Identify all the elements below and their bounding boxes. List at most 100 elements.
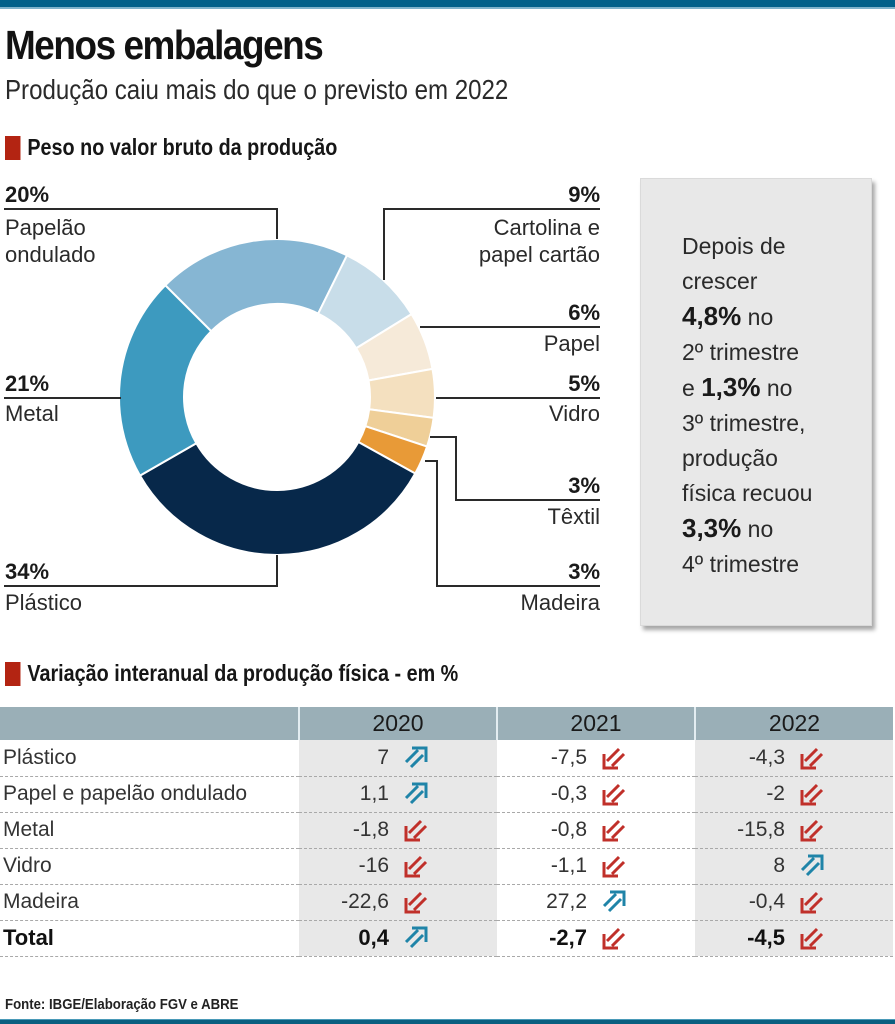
bottom-bar [0,1019,895,1024]
slice-pct-label: 34% [5,559,50,584]
value-number: -16 [358,854,389,877]
value-number: -1,8 [352,818,389,841]
value-cell: 1,1 [299,776,497,813]
value-number: 0,4 [358,925,389,950]
value-number: 1,1 [359,782,389,805]
section-marker [5,661,21,686]
callout-line-text: 4º trimestre [682,551,800,577]
trend-up-arrow-icon [403,781,429,807]
callout-highlight: 1,3% [701,372,761,402]
value-cell: -2 [695,776,893,813]
table-row: Madeira -22,6 27,2 -0,4 [0,884,893,921]
trend-down-arrow-icon [601,925,627,951]
trend-down-arrow-icon [799,781,825,807]
leader-line-textil [430,436,600,501]
callout-line-text: produção [682,445,778,471]
leader-line-cartolina [383,208,600,280]
slice-name-label: Vidro [549,401,600,426]
slice-pct-label: 21% [5,371,50,396]
slice-name-label: Cartolina e papel cartão [478,215,600,267]
donut-slices [118,238,436,556]
callout-highlight: 3,3% [682,513,742,543]
value-cell: 7 [299,740,497,777]
value-number: -1,1 [550,854,587,877]
callout-line: 3,3% no [682,511,812,547]
value-cell: -22,6 [299,884,497,921]
value-cell: 8 [695,848,893,885]
value-cell: -1,8 [299,812,497,849]
trend-down-arrow-icon [601,817,627,843]
donut-slice-plastico [138,440,417,556]
callout-line-text: Depois de [682,233,786,259]
callout-line: 2º trimestre [682,335,812,370]
table-header-row: 2020 2021 2022 [0,707,893,740]
variation-table: 2020 2021 2022 Plástico 7 -7,5 -4,3 Papel e … [0,707,893,957]
leader-line-plastico [4,555,278,587]
trend-down-arrow-icon [799,925,825,951]
value-number: -0,8 [550,818,587,841]
slice-pct-label: 3% [568,559,600,584]
callout-text: Depois de crescer 4,8% no 2º trimestre e 1,3… [682,229,812,582]
value-cell: -16 [299,848,497,885]
value-number: -7,5 [550,745,587,769]
value-number: -0,3 [550,782,587,805]
value-number: 8 [773,854,785,877]
leader-line-papelao [4,208,278,239]
page-subtitle: Produção caiu mais do que o previsto em … [5,74,509,105]
value-cell: -4,5 [695,920,893,957]
trend-up-arrow-icon [403,925,429,951]
table-section-title: Variação interanual da produção física -… [27,660,459,686]
slice-pct-label: 20% [5,182,50,207]
table-section-heading: Variação interanual da produção física -… [5,660,458,687]
value-cell: 0,4 [299,920,497,957]
callout-line: crescer [682,264,812,299]
value-cell: -2,7 [497,920,695,957]
callout-line-text: 2º trimestre [682,339,800,365]
row-label: Plástico [0,740,299,777]
callout-prefix: e [682,375,702,401]
value-number: 27,2 [546,890,587,913]
trend-down-arrow-icon [601,781,627,807]
donut-section-title: Peso no valor bruto da produção [27,134,338,160]
callout-line: Depois de [682,229,812,264]
callout-line-text: no [760,375,793,401]
callout-line-text: física recuou [682,480,813,506]
callout-line: produção [682,441,812,476]
column-header: 2021 [496,707,695,740]
row-label: Metal [0,812,299,849]
donut-section-heading: Peso no valor bruto da produção [5,134,337,161]
trend-down-arrow-icon [403,889,429,915]
donut-slice-metal [118,283,213,478]
row-label: Vidro [0,848,299,885]
callout-line: 3º trimestre, [682,406,812,441]
callout-line: 4,8% no [682,299,812,335]
trend-up-arrow-icon [601,889,627,915]
table-row-total: Total 0,4 -2,7 -4,5 [0,920,893,957]
value-cell: -1,1 [497,848,695,885]
value-cell: -0,4 [695,884,893,921]
value-number: -2 [766,782,785,805]
callout-line-text: no [741,516,774,542]
column-header: 2022 [694,707,893,740]
source-note: Fonte: IBGE/Elaboração FGV e ABRE [5,996,239,1013]
slice-name-label: Têxtil [547,504,600,529]
callout-box: Depois de crescer 4,8% no 2º trimestre e 1,3… [640,178,872,626]
slice-name-label: Metal [5,401,59,426]
column-header: 2020 [298,707,497,740]
trend-up-arrow-icon [799,853,825,879]
slice-name-label: Plástico [5,590,83,615]
value-number: -15,8 [737,818,785,841]
value-cell: -4,3 [695,740,893,777]
value-number: -0,4 [748,890,785,913]
value-cell: -15,8 [695,812,893,849]
slice-pct-label: 6% [568,300,600,325]
page-title: Menos embalagens [5,22,324,68]
table-row: Papel e papelão ondulado 1,1 -0,3 -2 [0,776,893,813]
trend-down-arrow-icon [601,745,627,771]
slice-name-label: Papelão ondulado [5,215,96,267]
callout-highlight: 4,8% [682,301,742,331]
trend-up-arrow-icon [403,745,429,771]
callout-line: física recuou [682,476,812,511]
callout-line-text: 3º trimestre, [682,410,806,436]
value-number: 7 [377,745,389,769]
